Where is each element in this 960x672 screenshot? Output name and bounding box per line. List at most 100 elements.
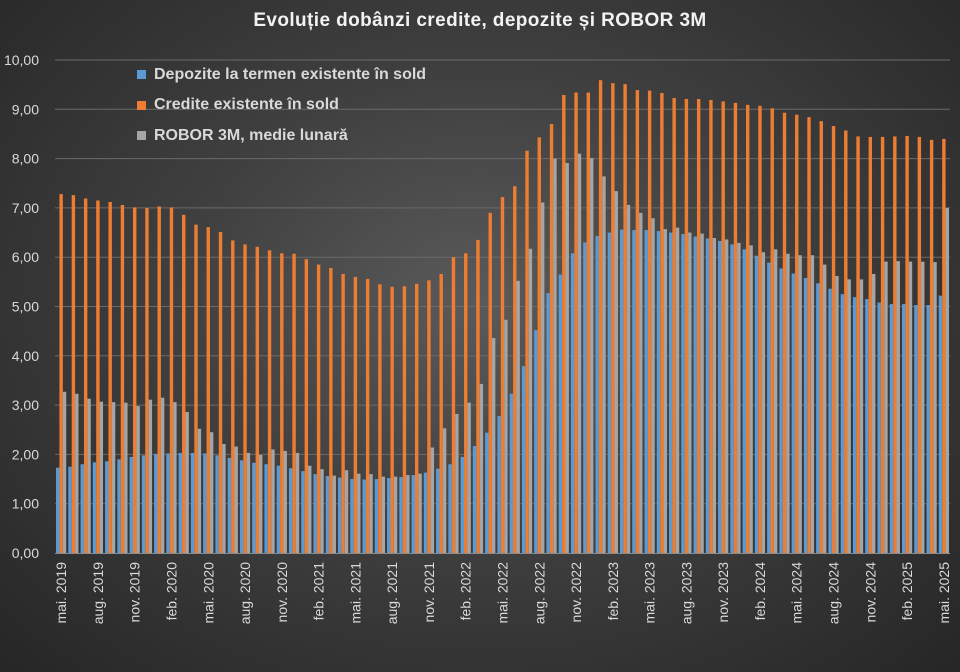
bar-loans [71,195,76,553]
bar-robor [749,245,753,554]
bar-loans [267,250,272,553]
bar-robor [258,454,263,553]
bar-deposits [325,476,330,553]
bar-deposits [460,456,465,553]
bar-loans [169,207,174,554]
bar-loans [231,240,235,554]
bar-robor [528,248,533,553]
x-tick-label: aug. 2023 [678,562,694,624]
bar-robor [847,279,851,553]
bar-deposits [509,393,514,553]
bar-robor [222,444,226,553]
y-tick-label: 3,00 [12,397,39,413]
bar-robor [320,469,324,553]
bar-robor [75,393,79,553]
bar-robor [663,229,667,553]
bar-loans [917,136,922,553]
bar-deposits [619,229,624,554]
bar-loans [770,108,774,554]
bar-loans [414,283,419,553]
bars [56,80,949,554]
bar-loans [807,117,811,554]
bar-deposits [705,238,710,553]
bar-robor [357,473,361,553]
y-tick-label: 0,00 [12,545,39,561]
bar-loans [721,101,725,554]
bar-deposits [669,232,673,554]
bar-loans [451,257,456,553]
bar-robor [639,212,643,553]
bar-deposits [411,475,415,553]
bar-robor [921,261,925,553]
x-tick-label: aug. 2020 [237,562,253,624]
bar-robor [442,428,447,553]
bar-loans [194,224,198,554]
y-tick-label: 4,00 [12,348,39,364]
bar-deposits [105,461,109,553]
bar-loans [145,207,149,553]
x-tick-label: feb. 2025 [899,562,915,621]
bar-loans [611,83,615,554]
bar-deposits [926,305,930,553]
bar-robor [308,465,312,553]
x-tick-label: nov. 2024 [862,562,878,623]
bar-deposits [828,288,832,553]
bar-loans [402,286,407,553]
bar-deposits [141,455,146,553]
bar-loans [831,126,836,553]
bar-deposits [632,230,636,553]
bar-deposits [865,299,869,553]
bar-loans [672,97,676,553]
bar-robor [626,204,631,553]
bar-robor [271,449,275,553]
bar-robor [859,279,864,553]
bar-robor [99,401,104,553]
bar-deposits [840,294,845,553]
bar-robor [540,202,545,554]
bar-robor [209,432,214,553]
bar-loans [439,273,443,553]
bar-deposits [313,474,317,553]
bar-loans [157,206,161,553]
bar-deposits [901,304,906,553]
bar-robor [577,153,582,554]
bar-loans [132,207,137,554]
bar-robor [712,237,717,553]
bar-loans [218,232,223,553]
bar-deposits [92,462,97,553]
bar-deposits [56,467,60,553]
bar-loans [696,98,701,554]
bar-loans [684,98,689,554]
bar-deposits [154,453,158,553]
bar-loans [513,186,517,553]
bar-deposits [791,273,796,553]
bar-loans [120,204,125,553]
x-tick-label: mai. 2025 [936,562,952,624]
bar-loans [525,150,529,553]
legend-item-robor: ROBOR 3M, medie lunară [137,127,426,144]
bar-loans [304,259,309,553]
bar-loans [537,137,541,553]
bar-robor [197,428,202,553]
bar-deposits [215,455,219,553]
bar-loans [880,136,885,553]
bar-deposits [276,465,281,553]
bar-deposits [387,478,391,553]
bar-robor [602,176,606,553]
bar-deposits [448,464,452,553]
bar-robor [491,338,496,553]
bar-robor [418,473,422,553]
bar-robor [884,261,888,553]
y-tick-label: 2,00 [12,446,39,462]
legend-swatch-loans [137,100,146,110]
bar-loans [255,246,259,554]
x-tick-label: mai. 2023 [642,562,658,624]
y-tick-label: 1,00 [12,496,39,512]
bar-deposits [288,468,293,553]
bar-loans [758,105,762,553]
bar-loans [427,280,431,553]
bar-loans [476,239,480,553]
bar-deposits [166,453,170,553]
legend-item-deposits: Depozite la termen existente în sold [137,66,426,83]
bar-deposits [534,330,538,553]
